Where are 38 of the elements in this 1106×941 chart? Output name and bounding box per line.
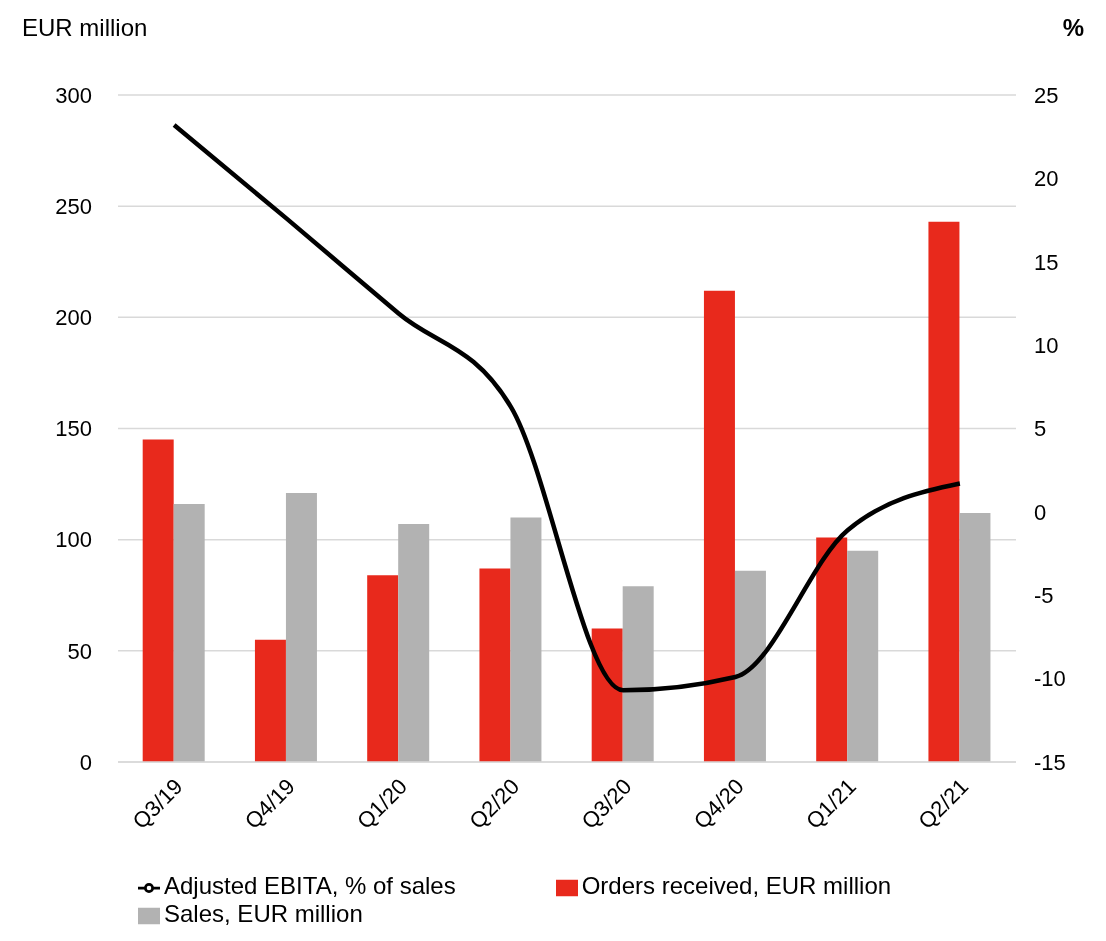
bar	[479, 568, 511, 762]
y-tick-label: 200	[55, 305, 92, 331]
legend-label: Sales, EUR million	[164, 900, 363, 927]
bar	[254, 639, 286, 762]
bar	[510, 517, 542, 762]
y-tick-label: 150	[55, 416, 92, 442]
legend-label: Orders received, EUR million	[581, 872, 892, 899]
bar	[173, 504, 205, 762]
bar	[622, 586, 654, 762]
bar	[847, 550, 879, 762]
y-tick-label: 50	[67, 638, 92, 664]
y2-tick-label: 0	[1034, 499, 1047, 525]
bar	[398, 524, 430, 762]
bar	[591, 628, 623, 762]
y-tick-label: 100	[55, 527, 92, 553]
y2-tick-label: 20	[1034, 166, 1059, 192]
bar	[816, 537, 848, 762]
y2-tick-label: -5	[1034, 583, 1054, 609]
y-tick-label: 250	[55, 193, 92, 219]
bar	[142, 439, 174, 762]
y-axis-title: EUR million	[22, 14, 148, 42]
bar	[367, 575, 399, 762]
bar	[928, 221, 960, 762]
y-tick-label: 300	[55, 82, 92, 108]
y2-tick-label: -10	[1034, 666, 1066, 692]
y2-tick-label: 5	[1034, 416, 1047, 442]
y2-tick-label: 15	[1034, 249, 1059, 275]
bar	[959, 512, 991, 762]
y2-tick-label: -15	[1034, 749, 1066, 775]
line-series	[171, 122, 963, 693]
y-tick-label: 0	[79, 749, 92, 775]
bar	[285, 492, 317, 762]
bar	[734, 570, 766, 762]
legend-label: Adjusted EBITA, % of sales	[164, 872, 456, 899]
bar	[703, 290, 735, 762]
y2-tick-label: 25	[1034, 82, 1059, 108]
y2-tick-label: 10	[1034, 332, 1059, 358]
y2-axis-title: %	[1062, 14, 1084, 42]
